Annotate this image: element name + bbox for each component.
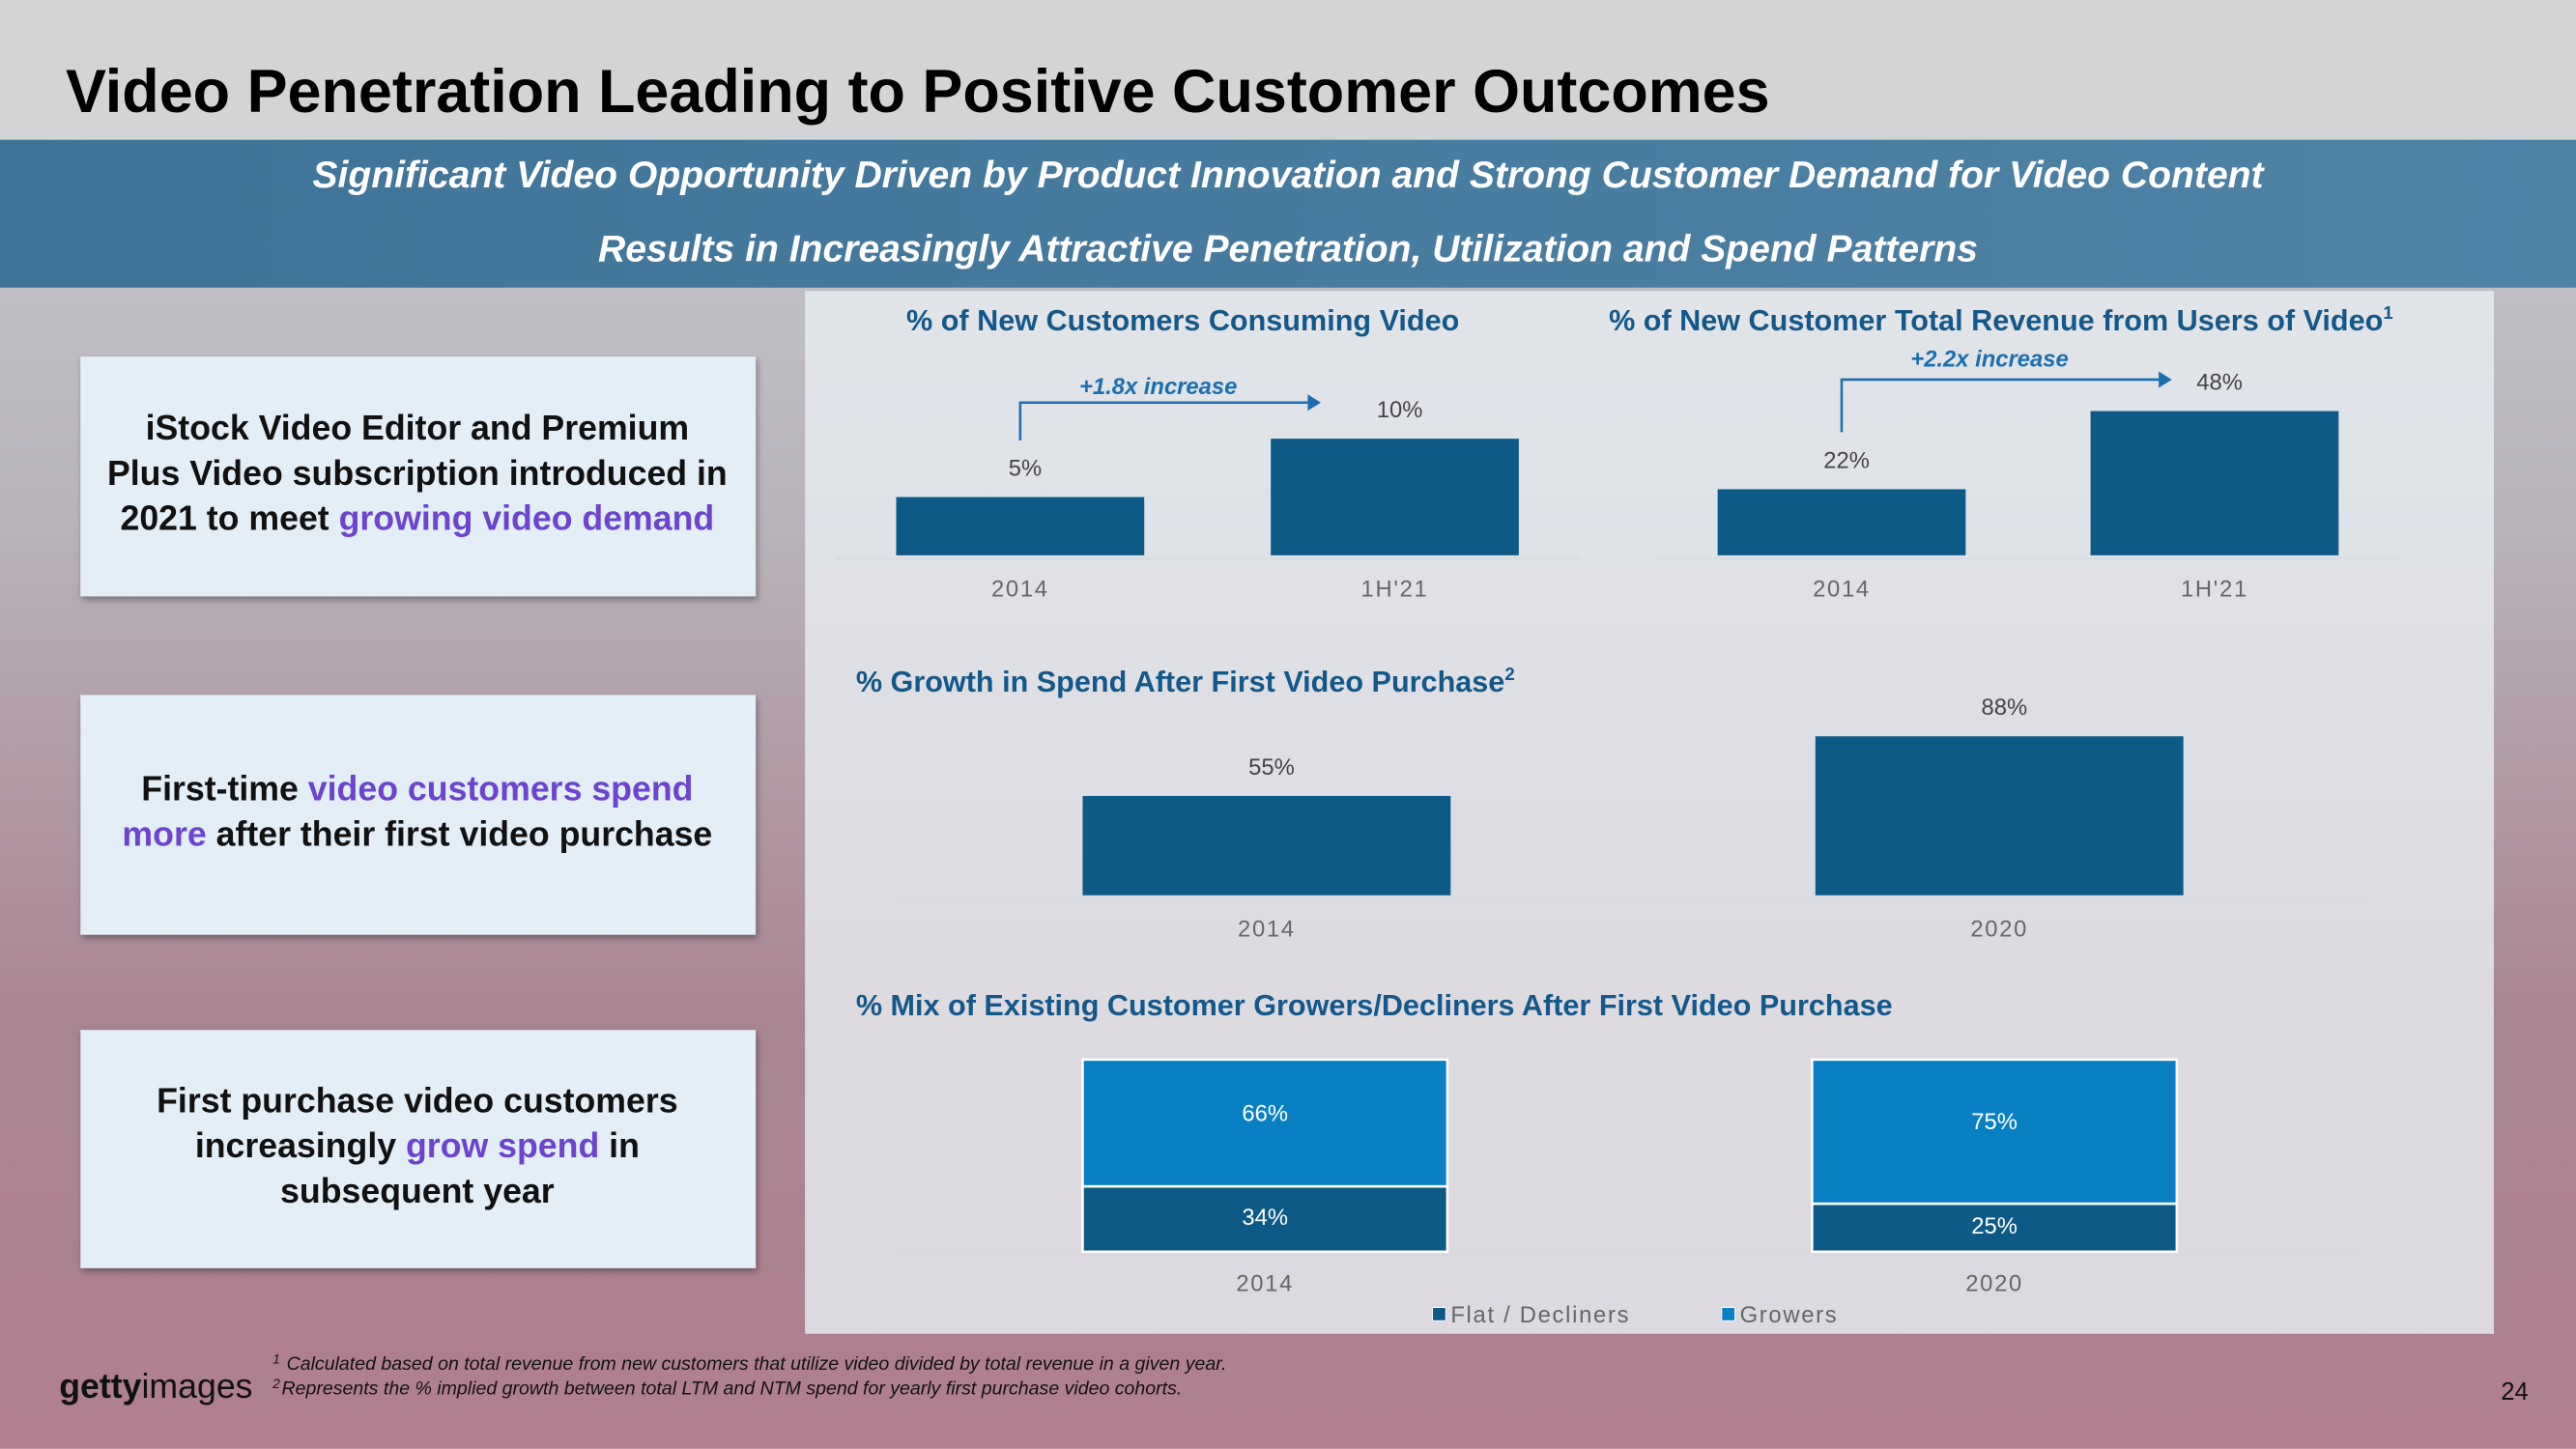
value-label: 48% (2196, 369, 2243, 395)
value-label: 34% (1242, 1205, 1288, 1231)
callout-segment: First-time (141, 770, 308, 809)
chart-title-text: % Growth in Spend After First Video Purc… (856, 666, 1504, 698)
footnote-text: Represents the % implied growth between … (282, 1378, 1183, 1400)
logo: gettyimages (59, 1367, 252, 1406)
callout-segment: First purchase video customers (157, 1081, 677, 1120)
callout-segment: growing video demand (339, 499, 715, 538)
chart-title-note: 2 (1504, 664, 1514, 684)
annotation-arrow (1018, 401, 1308, 440)
value-label: 22% (1823, 447, 1870, 473)
x-tick-label: 2020 (1970, 916, 2028, 942)
arrow-head (1307, 394, 1322, 412)
legend-label: Flat / Decliners (1450, 1302, 1630, 1328)
header-bar (0, 0, 2576, 140)
annotation: +2.2x increase (1910, 346, 2068, 372)
callout-box (80, 1030, 757, 1268)
callout-segment: in (599, 1126, 640, 1165)
callout-segment: after their first video purchase (207, 814, 713, 853)
bar (2090, 411, 2339, 555)
bar-segment (1081, 1058, 1449, 1188)
annotation: +1.8x increase (1079, 374, 1237, 400)
callout-text: increasingly grow spend in (195, 1126, 640, 1165)
arrow-head (2159, 371, 2172, 388)
x-tick-label: 1H'21 (1361, 576, 1429, 602)
bar (1271, 439, 1519, 555)
legend-label: Growers (1740, 1302, 1839, 1328)
callout-text: First purchase video customers (157, 1081, 677, 1120)
bar (1082, 795, 1451, 895)
bar (1717, 489, 1966, 555)
callout-segment: video customers spend (308, 770, 694, 809)
callout-text: First-time video customers spend (141, 770, 693, 809)
legend-swatch (1721, 1307, 1735, 1321)
bar-segment (1811, 1058, 2179, 1206)
x-tick-label: 1H'21 (2181, 576, 2248, 602)
logo-part: getty (59, 1367, 141, 1406)
chart-title: % of New Customers Consuming Video (906, 304, 1459, 337)
callout-segment: iStock Video Editor and Premium (146, 409, 690, 447)
value-label: 88% (1981, 695, 2027, 721)
value-label: 75% (1971, 1109, 2018, 1135)
logo-part: images (141, 1367, 252, 1406)
callout-text: 2021 to meet growing video demand (120, 499, 714, 538)
page-number: 24 (2501, 1378, 2528, 1406)
footnote: 1 Calculated based on total revenue from … (272, 1351, 1226, 1375)
callout-segment: subsequent year (280, 1172, 555, 1210)
footnote-mark: 1 (272, 1351, 280, 1366)
chart-title: % Growth in Spend After First Video Purc… (856, 664, 1515, 698)
legend-swatch (1432, 1307, 1446, 1321)
x-tick-label: 2014 (991, 576, 1049, 602)
callout-segment: 2021 to meet (120, 499, 338, 538)
callout-segment: grow spend (406, 1126, 599, 1165)
chart-title-note: 1 (2383, 302, 2392, 323)
x-tick-label: 2020 (1965, 1271, 2023, 1297)
subtitle-band (0, 139, 2576, 288)
slide-title: Video Penetration Leading to Positive Cu… (66, 58, 1770, 126)
value-label: 66% (1242, 1100, 1288, 1126)
x-tick-label: 2014 (1238, 916, 1296, 942)
x-tick-label: 2014 (1813, 576, 1871, 602)
value-label: 10% (1377, 397, 1423, 423)
callout-text: more after their first video purchase (122, 814, 712, 853)
callout-text: subsequent year (280, 1172, 555, 1210)
callout-segment: more (122, 814, 206, 853)
chart-title-text: % Mix of Existing Customer Growers/Decli… (856, 989, 1893, 1022)
x-tick-label: 2014 (1236, 1271, 1294, 1297)
chart-title-text: % of New Customer Total Revenue from Use… (1609, 304, 2383, 337)
callout-text: Plus Video subscription introduced in (107, 454, 728, 493)
chart-title-text: % of New Customers Consuming Video (906, 304, 1459, 337)
footnote-text: Calculated based on total revenue from n… (287, 1353, 1227, 1375)
bar-segment (1081, 1184, 1449, 1254)
callout-segment: Plus Video subscription introduced in (107, 454, 728, 493)
bar (896, 497, 1145, 555)
bar-segment (1811, 1202, 2179, 1254)
subtitle: Results in Increasingly Attractive Penet… (598, 229, 1978, 270)
callout-box (80, 695, 757, 935)
annotation-arrow (1840, 378, 2160, 433)
footnote: 2 Represents the % implied growth between… (272, 1377, 1182, 1400)
bar (1815, 736, 2184, 895)
callout-segment: increasingly (195, 1126, 406, 1165)
chart-title: % of New Customer Total Revenue from Use… (1609, 302, 2393, 337)
callout-box (80, 356, 757, 597)
chart-title: % Mix of Existing Customer Growers/Decli… (856, 989, 1893, 1022)
value-label: 25% (1971, 1213, 2018, 1239)
value-label: 55% (1248, 754, 1295, 781)
footnote-mark: 2 (272, 1377, 280, 1391)
subtitle: Significant Video Opportunity Driven by … (312, 155, 2265, 196)
value-label: 5% (1009, 455, 1042, 481)
callout-text: iStock Video Editor and Premium (146, 409, 690, 447)
